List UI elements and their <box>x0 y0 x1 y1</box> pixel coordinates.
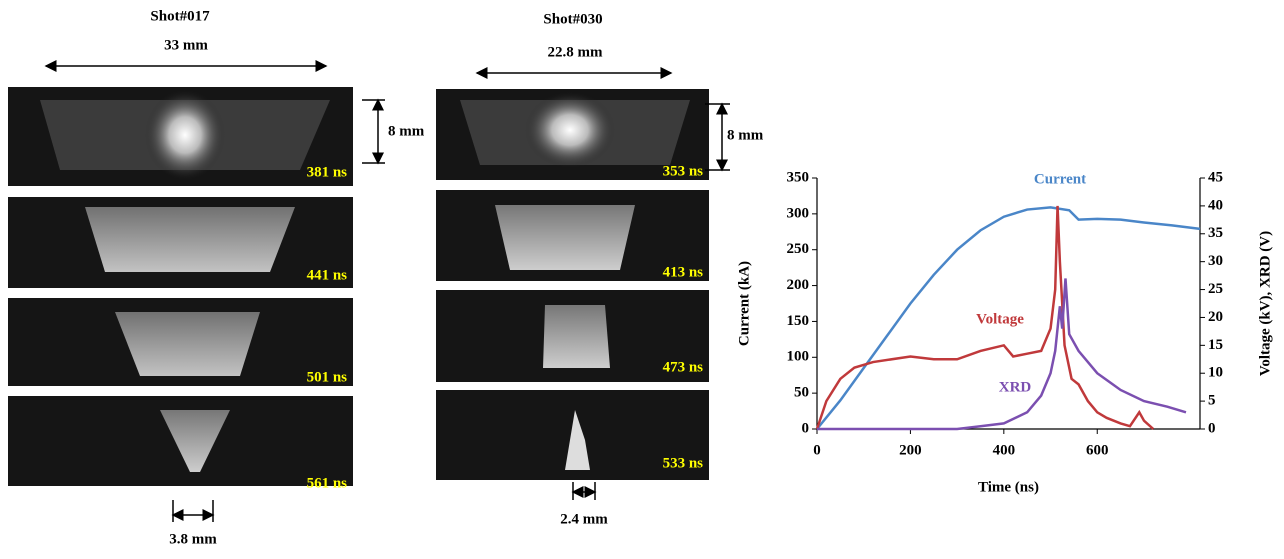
plasma <box>495 205 635 270</box>
bottom-label: 2.4 mm <box>560 511 608 527</box>
panel-030: Shot#030 22.8 mm 8 mm 353 ns 413 ns 473 … <box>436 11 764 527</box>
width-label: 22.8 mm <box>548 44 603 60</box>
y2-tick-label: 20 <box>1208 309 1223 325</box>
y-tick-label: 200 <box>787 277 810 293</box>
y-tick-label: 50 <box>794 385 809 401</box>
y2-tick-label: 5 <box>1208 393 1216 409</box>
x-axis-label: Time (ns) <box>978 479 1039 495</box>
y2-tick-label: 45 <box>1208 169 1223 185</box>
y2-tick-label: 40 <box>1208 197 1223 213</box>
plasma <box>565 410 590 470</box>
series-label: Voltage <box>976 311 1024 327</box>
y2-tick-label: 35 <box>1208 225 1223 241</box>
y-tick-label: 0 <box>802 420 810 436</box>
bottom-label: 3.8 mm <box>169 531 217 547</box>
plasma <box>145 90 225 180</box>
time-label: 353 ns <box>663 163 704 179</box>
series-label: Current <box>1034 171 1086 187</box>
time-label: 561 ns <box>307 475 348 491</box>
plasma <box>85 207 295 272</box>
y2-tick-label: 15 <box>1208 337 1223 353</box>
y2-tick-label: 25 <box>1208 281 1223 297</box>
series-line <box>816 206 1201 430</box>
series-label: XRD <box>999 379 1032 395</box>
y-tick-label: 150 <box>787 313 810 329</box>
y-tick-label: 250 <box>787 241 810 257</box>
time-label: 381 ns <box>307 164 348 180</box>
width-label: 33 mm <box>164 37 208 53</box>
plasma <box>115 312 260 376</box>
plasma <box>160 410 230 472</box>
series-line <box>815 205 1155 430</box>
y-tick-label: 100 <box>787 349 810 365</box>
y2-tick-label: 30 <box>1208 253 1223 269</box>
series-line <box>817 278 1187 431</box>
x-tick-label: 200 <box>899 442 922 458</box>
panel-title: Shot#030 <box>543 11 602 27</box>
y2-tick-label: 10 <box>1208 365 1223 381</box>
panel-title: Shot#017 <box>150 8 210 24</box>
x-tick-label: 0 <box>813 442 821 458</box>
y2-tick-label: 0 <box>1208 420 1216 436</box>
time-label: 441 ns <box>307 267 348 283</box>
x-tick-label: 400 <box>993 442 1016 458</box>
panel-017: Shot#017 33 mm 8 mm 381 ns 441 ns 501 ns… <box>8 8 425 547</box>
y2-axis-label: Voltage (kV), XRD (V) <box>1257 231 1273 376</box>
y-axis-label: Current (kA) <box>736 261 752 346</box>
x-tick-label: 600 <box>1086 442 1109 458</box>
y-tick-label: 300 <box>787 205 810 221</box>
time-label: 501 ns <box>307 369 348 385</box>
plasma <box>525 92 615 168</box>
y-tick-label: 350 <box>787 169 810 185</box>
height-label: 8 mm <box>388 123 425 139</box>
time-label: 413 ns <box>663 264 704 280</box>
plasma <box>543 305 610 368</box>
height-label: 8 mm <box>727 127 764 143</box>
time-label: 473 ns <box>663 359 704 375</box>
time-label: 533 ns <box>663 455 704 471</box>
